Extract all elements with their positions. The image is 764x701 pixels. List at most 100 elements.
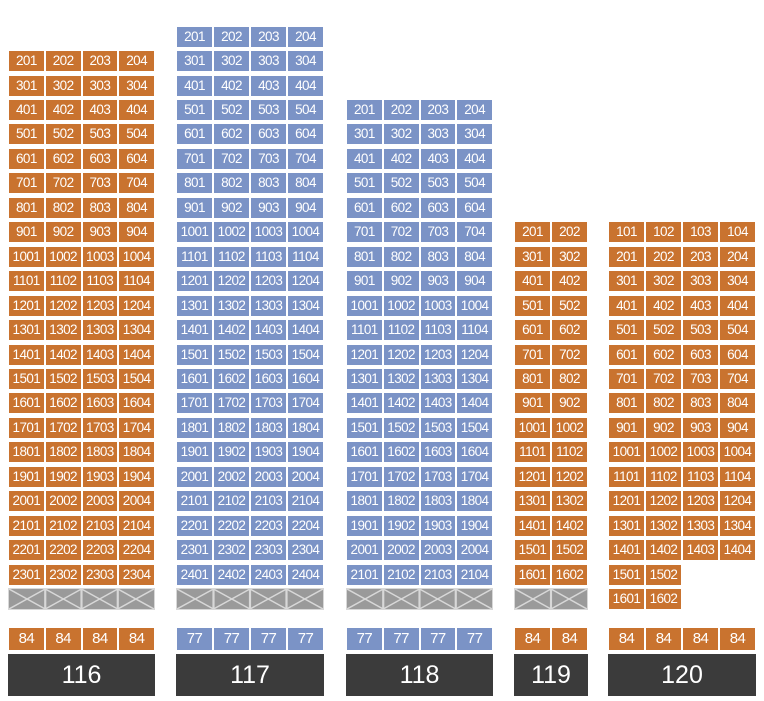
unit-cell: 1002 (213, 221, 250, 244)
unit-cell: 1404 (118, 343, 155, 366)
unit-cell: 1004 (456, 294, 493, 317)
unit-cell: 1404 (719, 539, 756, 562)
unit-cell: 1503 (419, 416, 457, 439)
unit-area-cell: 77 (382, 627, 420, 651)
unit-cell: 201 (514, 221, 551, 244)
unit-cell: 801 (514, 367, 551, 390)
unit-cell: 2301 (8, 563, 45, 586)
unit-cell: 803 (682, 392, 719, 415)
building-number-label: 116 (8, 654, 155, 696)
unit-cell: 503 (682, 319, 719, 342)
unit-cell: 402 (551, 270, 588, 293)
unit-cell: 701 (8, 172, 45, 195)
unit-cell: 1101 (608, 465, 645, 488)
unit-cell: 1901 (176, 441, 213, 464)
parking-floor (8, 588, 155, 610)
unit-cell: 701 (176, 147, 213, 170)
unit-cell: 1002 (382, 294, 420, 317)
unit-cell: 701 (608, 367, 645, 390)
unit-cell: 503 (419, 172, 457, 195)
unit-cell: 1003 (682, 441, 719, 464)
unit-cell: 301 (8, 74, 45, 97)
unit-cell: 704 (719, 367, 756, 390)
unit-cell: 1302 (382, 367, 420, 390)
unit-cell: 902 (645, 416, 682, 439)
unit-cell: 1102 (44, 270, 82, 293)
unit-cell: 1102 (551, 441, 588, 464)
unit-cell: 2402 (213, 563, 250, 586)
unit-cell: 802 (551, 367, 588, 390)
unit-cell: 2202 (213, 514, 250, 537)
unit-cell: 104 (719, 221, 756, 244)
unit-cell: 2401 (176, 563, 213, 586)
unit-cell: 504 (456, 172, 493, 195)
unit-cell: 1804 (456, 490, 493, 513)
unit-cell: 1203 (419, 343, 457, 366)
unit-cell: 1301 (514, 490, 551, 513)
unit-cell: 902 (382, 270, 420, 293)
unit-cell: 903 (250, 196, 287, 219)
unit-cell: 204 (719, 245, 756, 268)
unit-cell: 1104 (118, 270, 155, 293)
parking-floor (346, 588, 493, 610)
unit-cell: 1301 (608, 514, 645, 537)
unit-cell: 901 (346, 270, 383, 293)
unit-cell: 1404 (456, 392, 493, 415)
unit-cell: 303 (81, 74, 119, 97)
unit-cell: 1703 (419, 465, 457, 488)
unit-cell: 703 (419, 221, 457, 244)
unit-cell: 404 (456, 147, 493, 170)
unit-cell: 1902 (213, 441, 250, 464)
unit-cell: 801 (176, 172, 213, 195)
unit-cell: 1001 (176, 221, 213, 244)
unit-cell: 102 (645, 221, 682, 244)
unit-cell: 804 (456, 245, 493, 268)
unit-cell: 502 (645, 319, 682, 342)
unit-cell: 1902 (382, 514, 420, 537)
unit-cell: 1001 (8, 245, 45, 268)
unit-cell: 1302 (551, 490, 588, 513)
parking-floor (176, 588, 324, 610)
unit-cell: 1101 (346, 319, 383, 342)
unit-cell: 1003 (419, 294, 457, 317)
unit-cell: 2001 (8, 490, 45, 513)
unit-area-cell: 84 (81, 627, 119, 651)
unit-area-cell: 77 (346, 627, 383, 651)
unit-cell: 1003 (250, 221, 287, 244)
unit-cell: 1004 (719, 441, 756, 464)
unit-cell: 801 (608, 392, 645, 415)
unit-cell: 302 (44, 74, 82, 97)
unit-cell: 1004 (287, 221, 324, 244)
unit-cell: 202 (213, 25, 250, 48)
unit-cell: 703 (682, 367, 719, 390)
unit-cell: 1802 (44, 441, 82, 464)
unit-cell: 1401 (8, 343, 45, 366)
unit-cell: 1104 (456, 319, 493, 342)
unit-cell: 603 (419, 196, 457, 219)
unit-cell: 2004 (118, 490, 155, 513)
unit-cell: 1601 (608, 588, 645, 610)
unit-cell: 902 (44, 221, 82, 244)
unit-cell: 1204 (456, 343, 493, 366)
unit-cell: 603 (682, 343, 719, 366)
building-number-label: 118 (346, 654, 493, 696)
unit-cell: 1103 (250, 245, 287, 268)
unit-cell: 1502 (645, 563, 682, 586)
unit-cell: 1203 (81, 294, 119, 317)
unit-cell: 503 (81, 123, 119, 146)
unit-cell: 1901 (346, 514, 383, 537)
unit-cell: 902 (551, 392, 588, 415)
unit-cell: 404 (118, 99, 155, 121)
unit-cell: 1903 (81, 465, 119, 488)
unit-cell: 903 (419, 270, 457, 293)
unit-cell: 1704 (456, 465, 493, 488)
unit-cell: 1002 (44, 245, 82, 268)
unit-cell: 1001 (608, 441, 645, 464)
unit-cell: 1802 (213, 416, 250, 439)
unit-cell: 1803 (250, 416, 287, 439)
unit-cell: 2102 (382, 563, 420, 586)
unit-cell: 2303 (250, 539, 287, 562)
unit-cell: 401 (608, 294, 645, 317)
unit-cell: 1602 (382, 441, 420, 464)
unit-cell: 1202 (44, 294, 82, 317)
